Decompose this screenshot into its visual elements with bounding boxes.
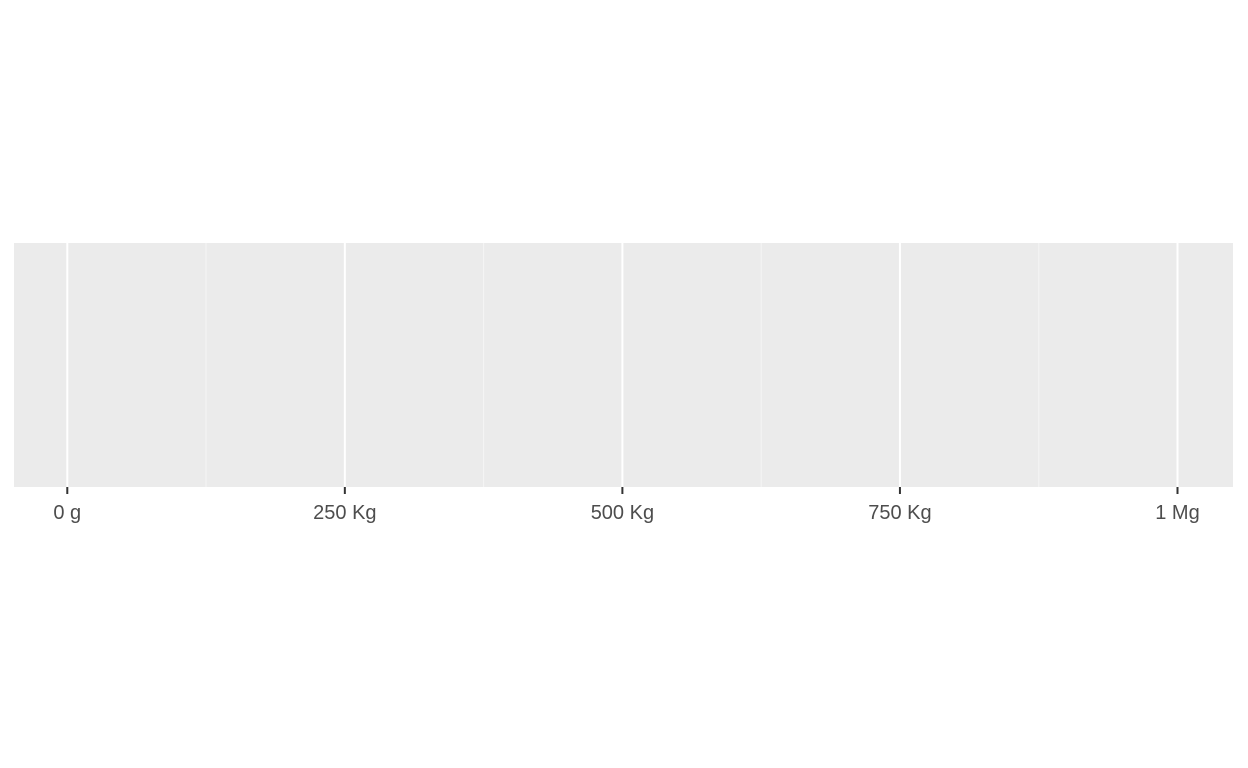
x-tick-label: 500 Kg xyxy=(591,502,654,524)
plot-panel xyxy=(14,243,1233,487)
x-tick-label: 1 Mg xyxy=(1155,502,1199,524)
x-tick-label: 250 Kg xyxy=(313,502,376,524)
x-tick-label: 0 g xyxy=(53,502,81,524)
minor-gridlines xyxy=(205,243,1040,487)
x-axis: 0 g 250 Kg 500 Kg 750 Kg 1 Mg xyxy=(53,487,1200,524)
major-gridlines xyxy=(66,243,1179,487)
x-tick-label: 750 Kg xyxy=(868,502,931,524)
